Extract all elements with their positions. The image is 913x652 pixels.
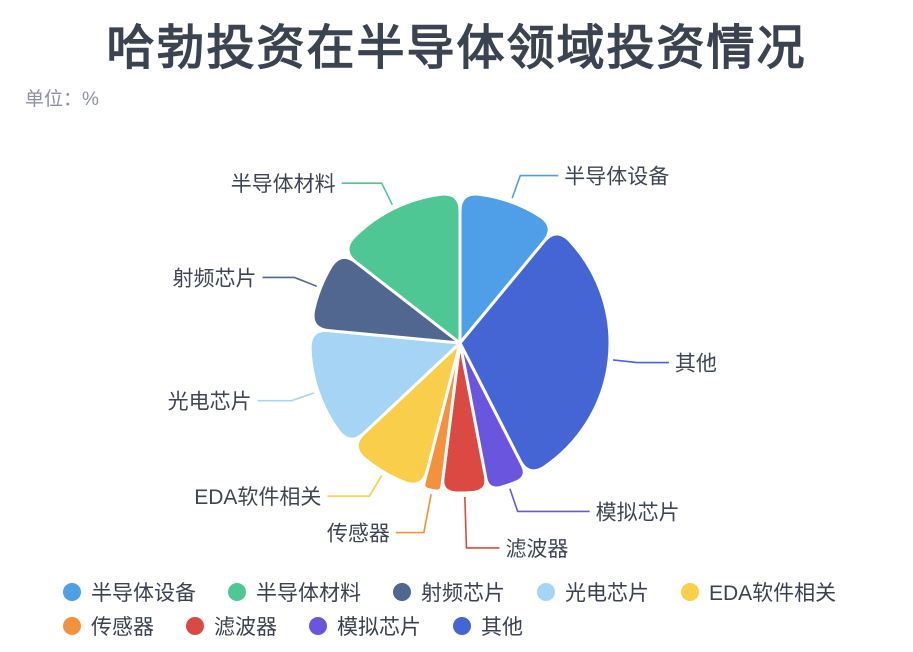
legend-item-semiconductor-equipment[interactable]: 半导体设备 xyxy=(63,577,196,607)
legend-label-sensors: 传感器 xyxy=(91,616,154,639)
legend-marker-sensors xyxy=(63,617,81,635)
legend-label-eda-software: EDA软件相关 xyxy=(709,582,837,605)
legend-marker-others xyxy=(453,617,471,635)
label-leader-semiconductor-equipment xyxy=(511,174,559,199)
slice-label-analog-chips: 模拟芯片 xyxy=(596,501,680,524)
slice-label-others: 其他 xyxy=(675,353,717,376)
legend-marker-optoelectronic-chips xyxy=(537,583,555,601)
legend-label-analog-chips: 模拟芯片 xyxy=(337,616,421,639)
legend-label-filters: 滤波器 xyxy=(214,616,277,639)
legend-item-others[interactable]: 其他 xyxy=(453,611,523,641)
pie-slice-others[interactable] xyxy=(458,232,612,473)
legend-marker-rf-chips xyxy=(393,583,411,601)
label-leader-analog-chips xyxy=(509,488,590,513)
pie-slice-filters[interactable] xyxy=(441,341,488,495)
legend-item-rf-chips[interactable]: 射频芯片 xyxy=(393,577,505,607)
legend-label-semiconductor-equipment: 半导体设备 xyxy=(91,582,196,605)
chart-legend: 半导体设备 半导体材料 射频芯片 光电芯片 EDA软件相关传感器 滤波器 模拟芯片 其他 xyxy=(63,577,836,641)
pie-slice-analog-chips[interactable] xyxy=(458,341,526,490)
label-leader-sensors xyxy=(395,494,432,534)
legend-row-2: 传感器 滤波器 模拟芯片 其他 xyxy=(63,611,836,641)
pie-slice-eda-software[interactable] xyxy=(355,341,462,486)
legend-label-rf-chips: 射频芯片 xyxy=(421,582,505,605)
label-leader-optoelectronic-chips xyxy=(257,392,315,402)
pie-slice-optoelectronic-chips[interactable] xyxy=(308,328,462,441)
label-leader-rf-chips xyxy=(262,276,318,288)
legend-row-1: 半导体设备 半导体材料 射频芯片 光电芯片 EDA软件相关 xyxy=(63,577,836,607)
legend-marker-filters xyxy=(186,617,204,635)
unit-label: 单位：% xyxy=(25,89,99,110)
legend-item-eda-software[interactable]: EDA软件相关 xyxy=(681,577,836,607)
legend-marker-semiconductor-equipment xyxy=(63,583,81,601)
legend-label-semiconductor-materials: 半导体材料 xyxy=(256,582,361,605)
pie-slice-semiconductor-materials[interactable] xyxy=(346,192,462,345)
legend-item-sensors[interactable]: 传感器 xyxy=(63,611,154,641)
label-leader-others xyxy=(612,359,669,364)
legend-marker-analog-chips xyxy=(309,617,327,635)
slice-label-optoelectronic-chips: 光电芯片 xyxy=(168,391,252,414)
legend-marker-semiconductor-materials xyxy=(228,583,246,601)
slice-label-semiconductor-materials: 半导体材料 xyxy=(231,173,336,196)
label-leader-semiconductor-materials xyxy=(341,182,393,206)
slice-label-semiconductor-equipment: 半导体设备 xyxy=(564,166,669,189)
legend-item-optoelectronic-chips[interactable]: 光电芯片 xyxy=(537,577,649,607)
legend-item-filters[interactable]: 滤波器 xyxy=(186,611,277,641)
chart-title: 哈勃投资在半导体领域投资情况 xyxy=(106,22,807,75)
slice-label-sensors: 传感器 xyxy=(327,523,390,546)
pie-slice-rf-chips[interactable] xyxy=(311,255,462,345)
legend-label-others: 其他 xyxy=(481,616,523,639)
label-leader-eda-software xyxy=(327,475,383,498)
legend-item-semiconductor-materials[interactable]: 半导体材料 xyxy=(228,577,361,607)
label-leader-filters xyxy=(464,496,500,549)
legend-marker-eda-software xyxy=(681,583,699,601)
legend-item-analog-chips[interactable]: 模拟芯片 xyxy=(309,611,421,641)
legend-label-optoelectronic-chips: 光电芯片 xyxy=(565,582,649,605)
slice-label-filters: 滤波器 xyxy=(505,538,568,561)
slice-label-eda-software: EDA软件相关 xyxy=(194,486,321,509)
pie-slice-semiconductor-equipment[interactable] xyxy=(458,192,551,345)
slice-label-rf-chips: 射频芯片 xyxy=(173,267,257,290)
